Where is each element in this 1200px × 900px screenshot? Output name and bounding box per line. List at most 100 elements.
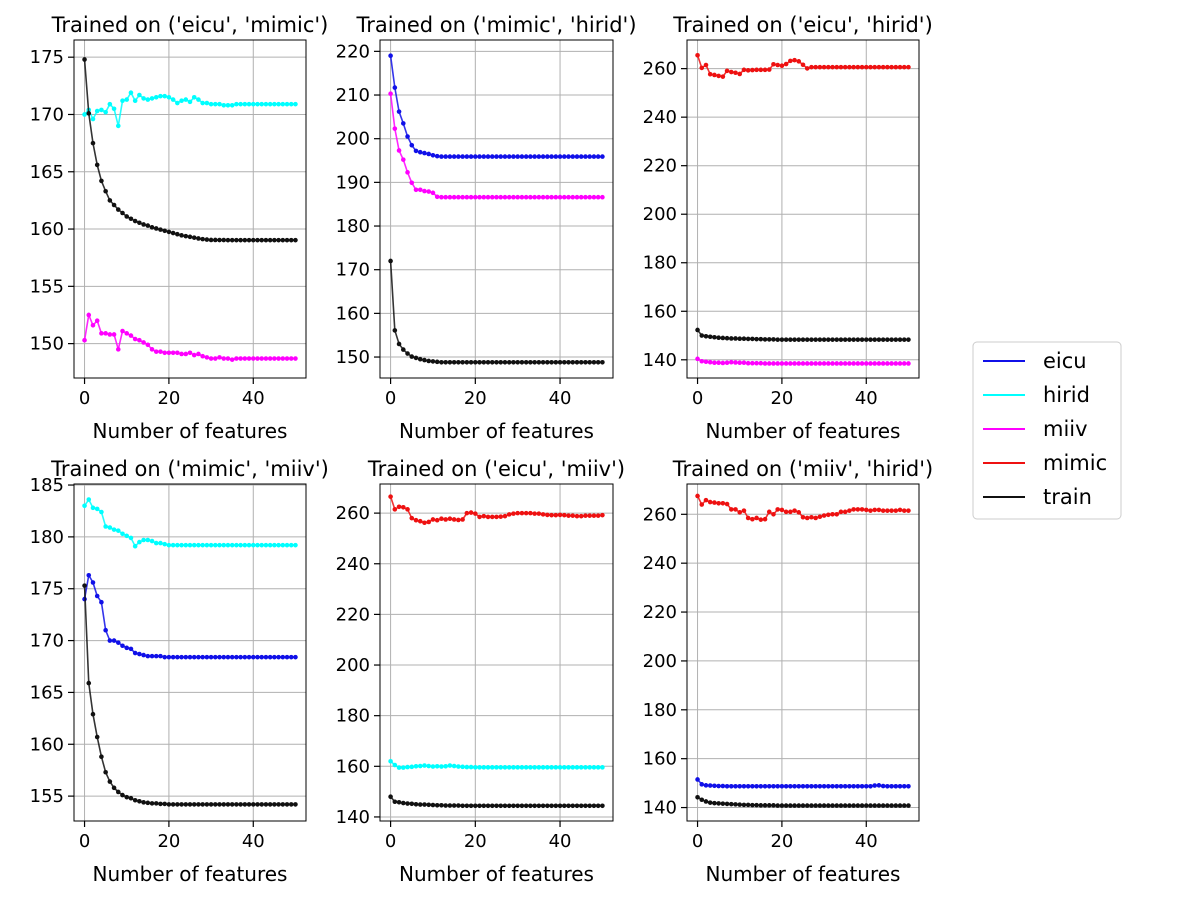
data-point-hirid — [481, 765, 487, 770]
data-point-eicu — [703, 783, 709, 788]
data-point-train — [532, 359, 537, 365]
data-point-miiv — [267, 356, 273, 361]
data-point-miiv — [838, 361, 844, 366]
data-point-hirid — [276, 101, 281, 107]
data-point-miiv — [809, 361, 814, 366]
data-point-train — [553, 359, 559, 365]
data-point-eicu — [549, 154, 554, 159]
data-point-hirid — [234, 101, 239, 107]
data-point-train — [388, 794, 393, 799]
data-point-eicu — [561, 154, 567, 159]
data-point-train — [745, 336, 751, 342]
data-point-train — [570, 359, 576, 365]
data-point-hirid — [103, 109, 108, 115]
data-point-mimic — [716, 501, 721, 506]
data-point-train — [149, 801, 155, 806]
data-point-miiv — [591, 194, 597, 200]
data-point-miiv — [863, 361, 869, 366]
data-point-miiv — [762, 361, 768, 366]
data-point-mimic — [868, 508, 873, 513]
data-point-miiv — [750, 360, 755, 366]
data-point-mimic — [792, 508, 797, 513]
data-point-miiv — [817, 361, 823, 366]
data-point-mimic — [741, 508, 747, 513]
x-tick-label: 20 — [157, 831, 180, 852]
data-point-train — [889, 337, 894, 342]
data-point-train — [809, 803, 814, 808]
data-point-miiv — [885, 361, 890, 366]
data-point-train — [392, 328, 398, 333]
data-point-miiv — [288, 356, 294, 361]
data-point-train — [885, 337, 890, 342]
x-axis-label: Number of features — [706, 419, 901, 443]
series-miiv — [388, 91, 605, 200]
data-point-train — [566, 359, 571, 365]
data-point-miiv — [272, 356, 277, 361]
data-point-train — [855, 803, 861, 808]
legend-label: mimic — [1043, 451, 1107, 475]
data-point-mimic — [804, 66, 810, 71]
series-train — [695, 327, 911, 342]
data-point-hirid — [115, 528, 121, 533]
data-point-mimic — [451, 517, 457, 522]
data-point-mimic — [703, 497, 709, 503]
data-point-hirid — [464, 764, 470, 770]
data-point-eicu — [842, 784, 848, 789]
legend-label: eicu — [1043, 349, 1087, 373]
data-point-eicu — [234, 654, 239, 660]
data-point-train — [103, 188, 108, 194]
data-point-miiv — [200, 353, 205, 359]
data-point-eicu — [868, 784, 873, 789]
data-point-train — [485, 359, 491, 365]
data-point-train — [464, 803, 470, 809]
data-point-eicu — [103, 627, 108, 633]
data-point-train — [591, 803, 597, 809]
data-point-train — [855, 337, 861, 342]
data-point-eicu — [464, 154, 470, 159]
data-point-train — [587, 803, 592, 809]
data-point-train — [426, 358, 432, 364]
data-point-eicu — [99, 599, 104, 605]
data-point-mimic — [523, 510, 529, 516]
data-point-eicu — [863, 784, 869, 789]
data-point-mimic — [724, 501, 730, 507]
data-point-miiv — [506, 194, 512, 200]
data-point-miiv — [813, 361, 818, 366]
data-point-hirid — [225, 542, 231, 548]
data-point-train — [149, 225, 155, 230]
data-point-eicu — [485, 154, 491, 159]
data-point-mimic — [897, 64, 903, 70]
data-point-hirid — [578, 765, 584, 770]
data-point-miiv — [859, 361, 865, 366]
data-point-mimic — [893, 64, 899, 70]
data-point-mimic — [834, 64, 840, 70]
data-point-train — [426, 802, 432, 808]
data-point-mimic — [859, 64, 865, 70]
data-point-train — [468, 359, 474, 365]
subplot-title: Trained on ('eicu', 'hirid') — [672, 13, 933, 37]
data-point-eicu — [817, 784, 823, 789]
data-point-train — [842, 337, 848, 342]
data-point-train — [246, 802, 252, 807]
data-point-eicu — [489, 154, 495, 159]
data-point-train — [893, 337, 899, 342]
data-point-train — [473, 359, 478, 365]
data-point-train — [259, 237, 265, 243]
data-point-mimic — [536, 511, 542, 516]
data-point-train — [595, 359, 601, 365]
data-point-eicu — [876, 783, 882, 788]
y-tick-label: 240 — [643, 553, 677, 574]
data-point-train — [158, 801, 163, 807]
data-point-mimic — [745, 68, 751, 73]
data-point-hirid — [124, 97, 130, 102]
data-point-mimic — [800, 62, 806, 68]
data-point-miiv — [417, 187, 423, 193]
data-point-train — [901, 803, 907, 808]
data-point-train — [255, 802, 260, 807]
data-point-hirid — [196, 542, 201, 548]
data-point-train — [872, 337, 878, 342]
data-point-mimic — [893, 508, 899, 513]
data-point-miiv — [451, 194, 457, 200]
data-point-train — [716, 335, 721, 341]
data-point-hirid — [595, 765, 601, 770]
